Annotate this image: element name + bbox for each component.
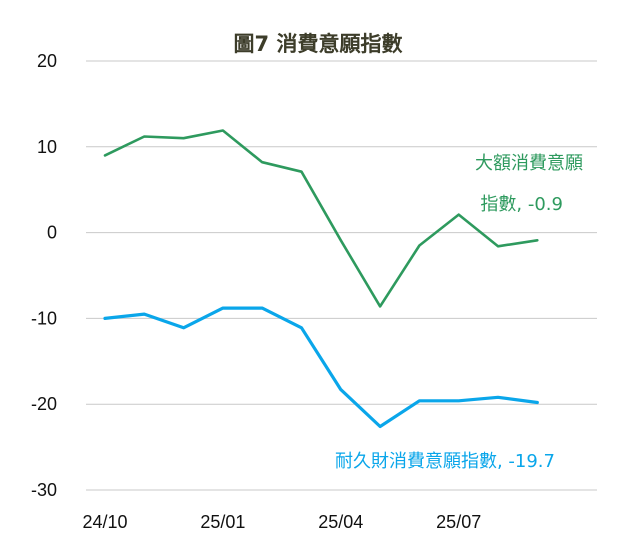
x-tick-label: 25/04 [318,512,363,532]
x-tick-label: 25/01 [200,512,245,532]
x-tick-label: 25/07 [436,512,481,532]
series-1-line [103,306,539,429]
y-tick-label: 10 [37,137,57,157]
series-lines [103,129,539,429]
series-0-annotation-line-1: 大額消費意願 [475,153,583,174]
y-tick-label: 0 [47,223,57,243]
series-1-annotation: 耐久財消費意願指數, -19.7 [335,451,555,472]
x-tick-label: 24/10 [82,512,127,532]
y-axis-ticks: 20 10 0 -10 -20 -30 [31,51,57,500]
y-tick-label: -20 [31,394,57,414]
series-0-annotation-line-2: 指數, -0.9 [480,194,563,215]
y-tick-label: -10 [31,308,57,328]
x-axis-ticks: 24/10 25/01 25/04 25/07 [82,512,481,532]
y-tick-label: -30 [31,480,57,500]
grid-lines [86,60,597,491]
y-tick-label: 20 [37,51,57,71]
chart-title: 圖7 消費意願指數 [234,32,403,56]
series-0-line [103,129,539,308]
